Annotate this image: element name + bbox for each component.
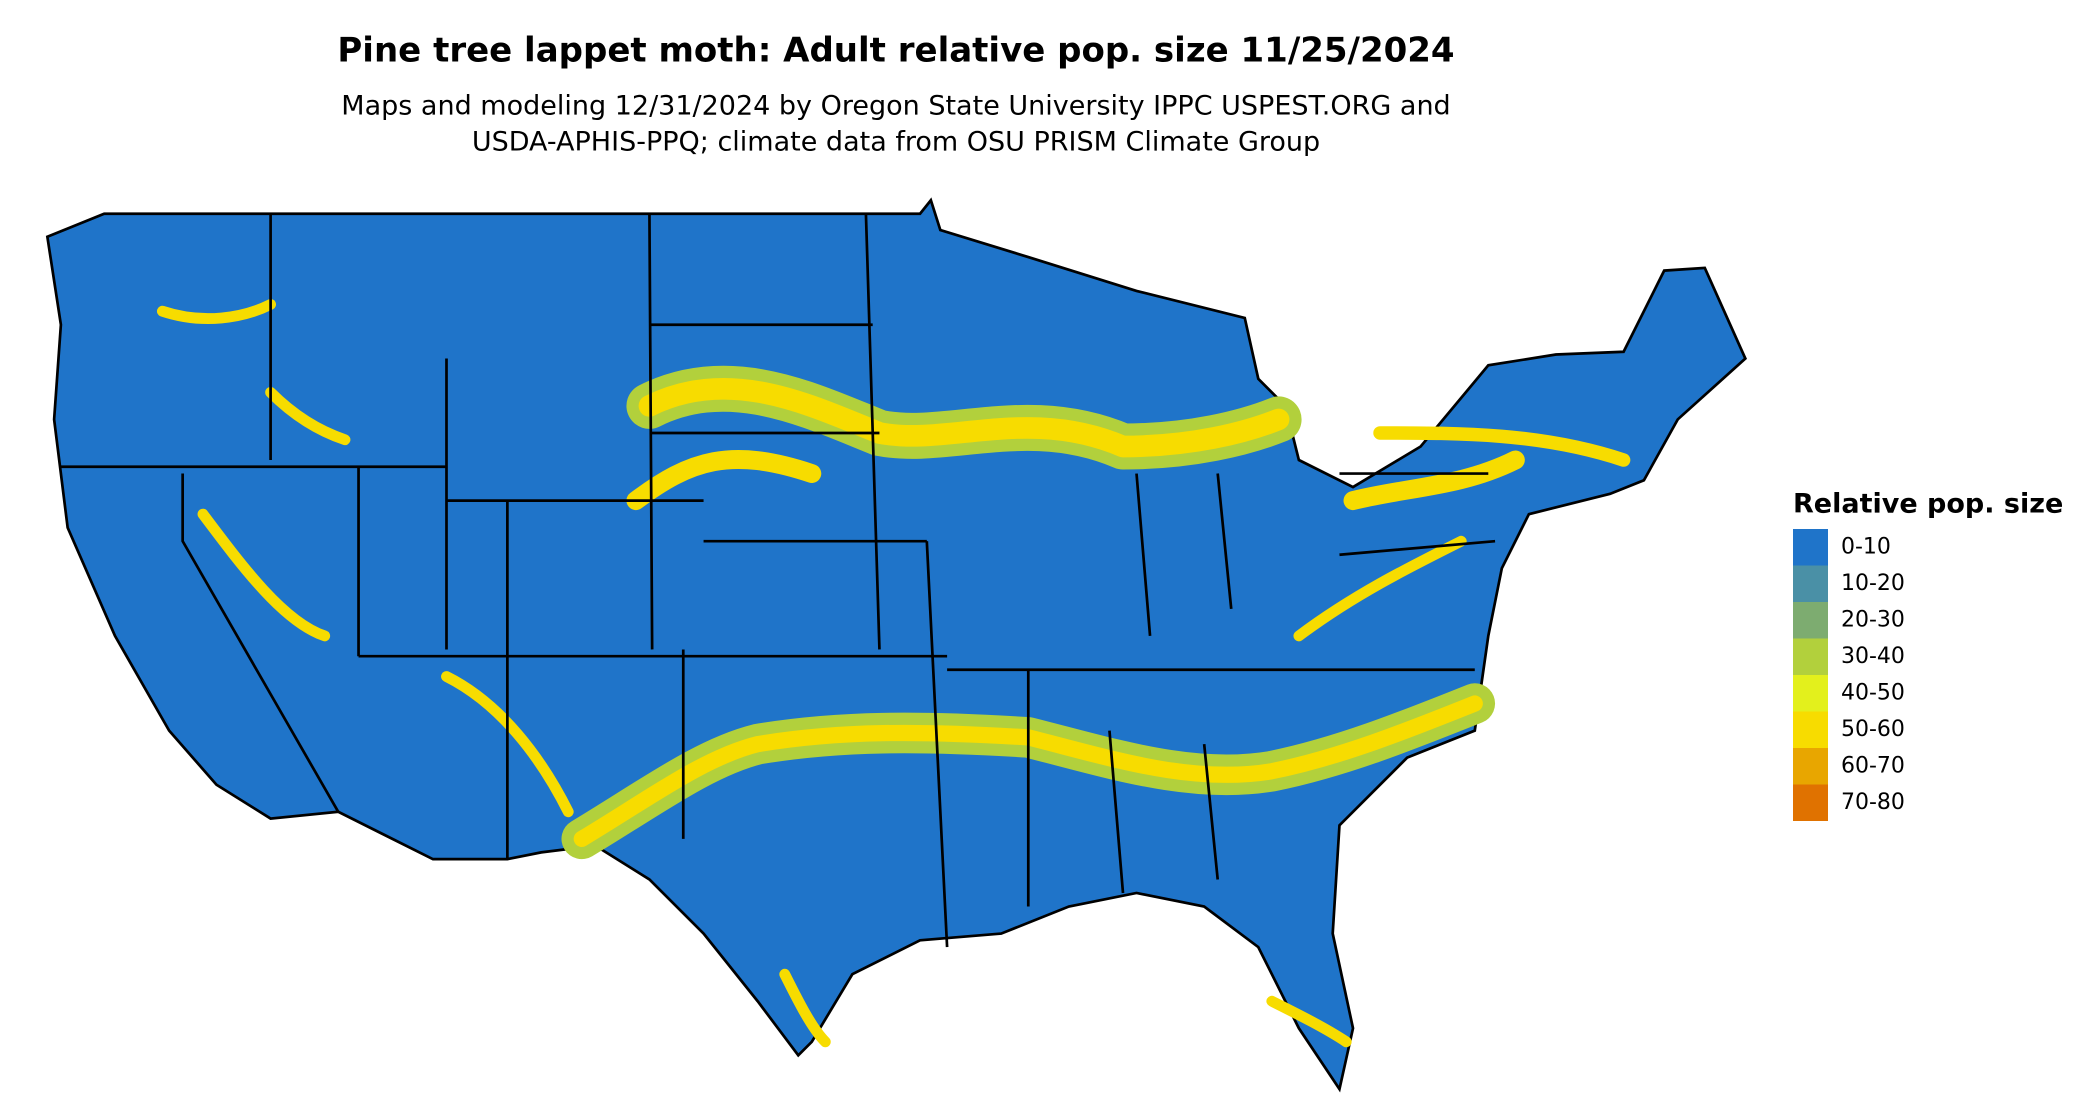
legend-swatch	[1793, 638, 1828, 675]
map-title: Pine tree lappet moth: Adult relative po…	[337, 31, 1454, 71]
legend-label: 50-60	[1841, 717, 1905, 742]
legend-label: 20-30	[1841, 607, 1905, 632]
band	[1373, 426, 1631, 467]
legend: 0-10 10-20 20-30 30-40 40-50 50-60 60-70 70-80	[1793, 529, 1905, 821]
border	[60, 213, 1496, 948]
subtitle: USDA-APHIS-PPQ; climate data from OSU PR…	[472, 127, 1320, 158]
legend-title: Relative pop. size	[1793, 489, 2063, 520]
legend-label: 30-40	[1841, 644, 1905, 669]
legend-swatch	[1793, 711, 1828, 748]
legend-swatch	[1793, 565, 1828, 602]
band	[1293, 535, 1467, 642]
subtitle: Maps and modeling 12/31/2024 by Oregon S…	[341, 91, 1450, 122]
band	[638, 377, 1290, 458]
legend-swatch	[1793, 748, 1828, 785]
legend-swatch	[1793, 675, 1828, 712]
legend-label: 60-70	[1841, 753, 1905, 778]
legend-label: 40-50	[1841, 680, 1905, 705]
state-borders	[60, 213, 1496, 948]
legend-label: 70-80	[1841, 790, 1905, 815]
legend-label: 10-20	[1841, 571, 1905, 596]
us-outline	[45, 197, 1748, 1093]
legend-label: 0-10	[1841, 534, 1891, 559]
band	[1343, 450, 1525, 511]
band	[156, 299, 351, 446]
map	[45, 197, 1748, 1093]
legend-swatch	[1793, 602, 1828, 639]
legend-swatch	[1793, 529, 1828, 566]
band	[626, 450, 822, 511]
band	[197, 508, 1352, 1048]
legend-swatch	[1793, 784, 1828, 821]
